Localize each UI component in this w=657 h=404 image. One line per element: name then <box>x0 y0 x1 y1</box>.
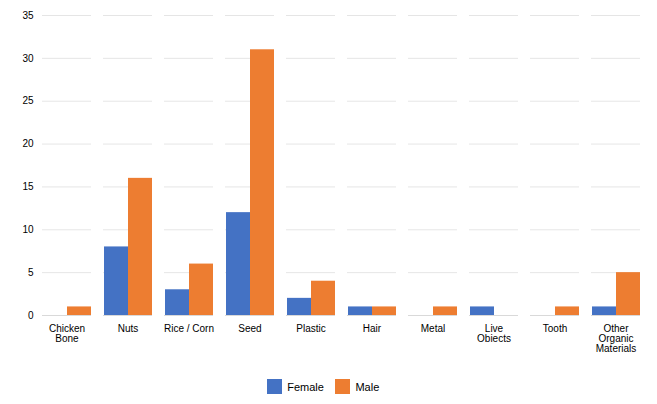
svg-text:Tooth: Tooth <box>543 323 567 334</box>
svg-text:0: 0 <box>28 310 34 321</box>
svg-text:15: 15 <box>22 181 34 192</box>
svg-text:35: 35 <box>22 10 34 21</box>
svg-text:Hair: Hair <box>363 323 382 334</box>
svg-text:Metal: Metal <box>421 323 445 334</box>
svg-text:Plastic: Plastic <box>296 323 325 334</box>
svg-text:Seed: Seed <box>238 323 261 334</box>
html-text:Male: Male <box>355 380 380 393</box>
svg-text:Rice / Corn: Rice / Corn <box>164 323 214 334</box>
svg-text:OtherOrganicMaterials: OtherOrganicMaterials <box>596 323 637 354</box>
svg-text:ChickenBone: ChickenBone <box>49 323 85 344</box>
html-text:Female: Female <box>287 380 324 393</box>
svg-text:Nuts: Nuts <box>118 323 139 334</box>
svg-text:20: 20 <box>22 138 34 149</box>
svg-text:LiveObiects: LiveObiects <box>477 323 511 344</box>
svg-text:30: 30 <box>22 53 34 64</box>
svg-text:10: 10 <box>22 224 34 235</box>
svg-text:25: 25 <box>22 95 34 106</box>
svg-text:5: 5 <box>28 267 34 278</box>
